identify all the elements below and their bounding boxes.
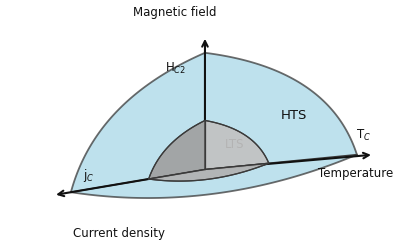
Text: Temperature: Temperature	[318, 168, 394, 181]
Text: j$_{C}$: j$_{C}$	[83, 167, 94, 184]
Polygon shape	[149, 121, 205, 179]
Text: Current density: Current density	[72, 227, 164, 240]
Text: T$_{C}$: T$_{C}$	[356, 128, 371, 143]
Polygon shape	[149, 163, 269, 181]
Text: H$_{C2}$: H$_{C2}$	[165, 61, 186, 76]
Text: LTS: LTS	[225, 138, 244, 151]
Polygon shape	[71, 53, 357, 198]
Text: Magnetic field: Magnetic field	[134, 6, 217, 19]
Text: HTS: HTS	[281, 109, 308, 122]
Polygon shape	[205, 121, 269, 170]
